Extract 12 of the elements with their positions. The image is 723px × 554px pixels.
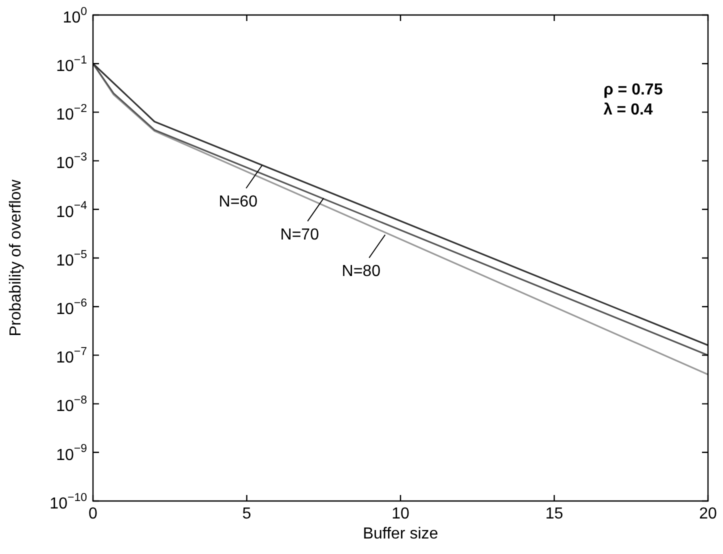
x-tick-label: 5 bbox=[242, 505, 252, 522]
x-tick-label: 20 bbox=[699, 505, 717, 522]
annotation: λ = 0.4 bbox=[603, 101, 653, 118]
annotation: N=80 bbox=[342, 263, 381, 280]
x-tick-label: 15 bbox=[545, 505, 564, 522]
x-tick-label: 10 bbox=[392, 505, 410, 522]
annotation: ρ = 0.75 bbox=[603, 81, 663, 98]
annotation: N=60 bbox=[218, 194, 258, 211]
annotation: N=70 bbox=[280, 226, 320, 244]
y-axis-title: Probability of overflow bbox=[7, 179, 24, 336]
x-tick-label: 0 bbox=[88, 505, 98, 522]
x-axis-title: Buffer size bbox=[362, 525, 438, 542]
